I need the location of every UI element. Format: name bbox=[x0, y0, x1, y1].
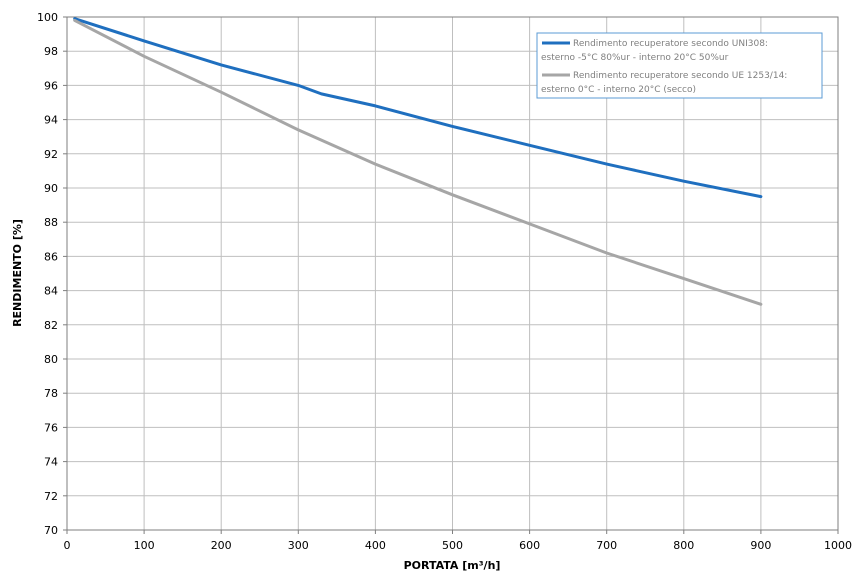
y-tick-label: 82 bbox=[44, 319, 58, 332]
legend-label-series-1-line-2: esterno -5°C 80%ur - interno 20°C 50%ur bbox=[541, 53, 729, 63]
x-tick-label: 500 bbox=[442, 539, 463, 552]
y-tick-label: 90 bbox=[44, 182, 58, 195]
x-axis-title: PORTATA [m³/h] bbox=[404, 559, 501, 572]
x-tick-label: 200 bbox=[211, 539, 232, 552]
y-tick-label: 100 bbox=[37, 11, 58, 24]
x-tick-label: 100 bbox=[134, 539, 155, 552]
legend-label-series-2-line-1: Rendimento recuperatore secondo UE 1253/… bbox=[573, 71, 787, 81]
y-tick-label: 78 bbox=[44, 387, 58, 400]
x-tick-labels: 0 100 200 300 400 500 600 700 800 900 1000 bbox=[64, 539, 853, 552]
plot-area bbox=[63, 16, 839, 534]
y-tick-label: 70 bbox=[44, 524, 58, 537]
y-tick-label: 86 bbox=[44, 250, 58, 263]
grid-lines bbox=[63, 16, 839, 534]
y-tick-label: 76 bbox=[44, 421, 58, 434]
y-tick-label: 72 bbox=[44, 490, 58, 503]
legend: Rendimento recuperatore secondo UNI308: … bbox=[536, 32, 823, 99]
y-tick-label: 74 bbox=[44, 456, 58, 469]
y-tick-labels: 70 72 74 76 78 80 82 84 86 88 90 92 94 96 98 100 bbox=[37, 11, 58, 537]
x-tick-label: 700 bbox=[596, 539, 617, 552]
legend-box bbox=[536, 32, 823, 99]
plot-frame bbox=[66, 16, 839, 531]
y-tick-label: 84 bbox=[44, 285, 58, 298]
series-layer bbox=[73, 17, 763, 306]
series-line-2 bbox=[73, 18, 763, 306]
legend-label-series-1-line-1: Rendimento recuperatore secondo UNI308: bbox=[573, 39, 768, 49]
x-tick-label: 800 bbox=[673, 539, 694, 552]
y-tick-label: 80 bbox=[44, 353, 58, 366]
series-line-1 bbox=[73, 17, 763, 199]
legend-label-series-2-line-2: esterno 0°C - interno 20°C (secco) bbox=[541, 85, 696, 95]
y-tick-label: 96 bbox=[44, 79, 58, 92]
x-tick-label: 400 bbox=[365, 539, 386, 552]
y-tick-label: 98 bbox=[44, 45, 58, 58]
x-tick-label: 900 bbox=[750, 539, 771, 552]
y-tick-label: 88 bbox=[44, 216, 58, 229]
y-tick-label: 94 bbox=[44, 114, 58, 127]
x-tick-label: 600 bbox=[519, 539, 540, 552]
y-tick-label: 92 bbox=[44, 148, 58, 161]
x-tick-label: 0 bbox=[64, 539, 71, 552]
x-tick-label: 300 bbox=[288, 539, 309, 552]
x-tick-label: 1000 bbox=[824, 539, 852, 552]
y-axis-title: RENDIMENTO [%] bbox=[11, 219, 24, 327]
